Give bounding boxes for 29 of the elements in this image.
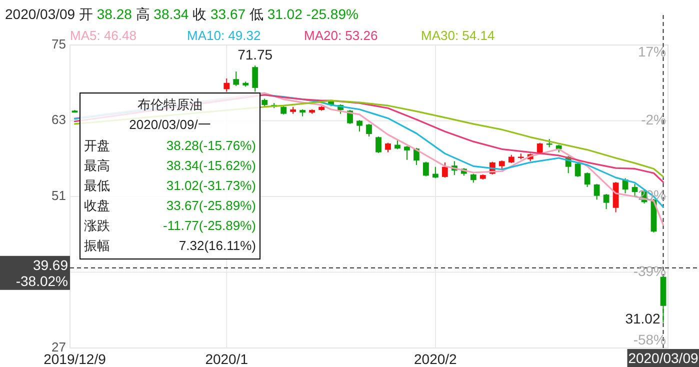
- legend: MA5: 46.48 MA10: 49.32 MA20: 53.26 MA30: 54.14: [70, 28, 495, 43]
- annotation: 38.28(-15.76%): [166, 138, 256, 153]
- annotation: 2020/03/09/一: [129, 117, 211, 132]
- ref-line-label: 39.69 -38.02%: [16, 256, 68, 289]
- annotation: 最高: [84, 158, 110, 173]
- y-tick-label: 51: [52, 188, 66, 203]
- x-tick-label: 2020/2: [414, 351, 458, 367]
- y2-tick-label: -39%: [633, 262, 666, 279]
- annotation: 71.75: [238, 46, 273, 63]
- y-tick-label: 75: [52, 36, 66, 52]
- annotation: -11.77(-25.89%): [163, 218, 256, 233]
- annotation: 收盘: [84, 198, 110, 213]
- annotation: 31.02(-31.73%): [166, 178, 256, 193]
- annotation: 振幅: [84, 238, 110, 253]
- annotation: 38.34(-15.62%): [166, 158, 256, 173]
- annotation: 33.67(-25.89%): [166, 198, 256, 213]
- annotation: 7.32(16.11%): [178, 238, 256, 253]
- title: 2020/03/09 开 38.28 高 38.34 收 33.67 低 31.02 -25.89%: [5, 6, 358, 22]
- y2-tick-label: -58%: [633, 332, 666, 348]
- annotation: 涨跌: [84, 218, 110, 233]
- annotation: 布伦特原油: [138, 97, 202, 112]
- x-tick-label: 2020/1: [205, 351, 248, 367]
- annotation: 开盘: [84, 138, 110, 153]
- annotation: 最低: [84, 178, 110, 193]
- x-tick-label: 2020/03/09: [628, 350, 698, 366]
- y2-tick-label: -2%: [641, 111, 666, 128]
- annotation: 31.02: [625, 310, 660, 326]
- y-tick-label: 63: [52, 112, 66, 128]
- y2-tick-label: 17%: [638, 44, 666, 60]
